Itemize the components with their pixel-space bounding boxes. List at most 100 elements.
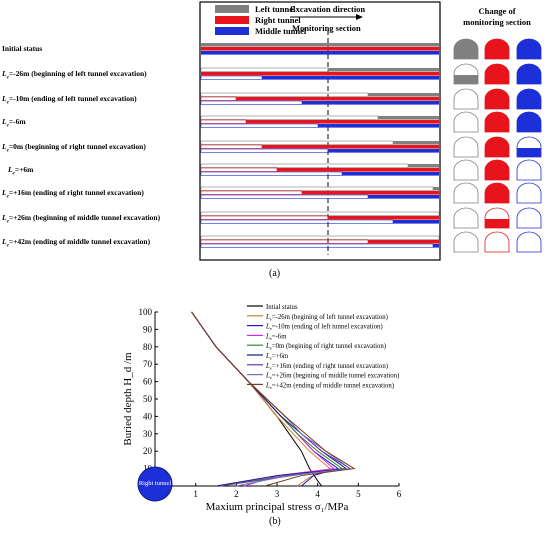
bar-left-tunnel — [433, 187, 439, 191]
middle-tunnel-section-icon — [516, 159, 542, 181]
right-tunnel-section-icon — [484, 136, 510, 158]
bar-right-tunnel-excavated — [200, 215, 329, 220]
bar-left-tunnel — [408, 164, 439, 168]
legend-label: Le=-6m — [265, 333, 287, 341]
caption-a: (a) — [269, 268, 281, 279]
middle-tunnel-section-icon — [516, 38, 542, 60]
bar-left-tunnel-excavated — [200, 163, 409, 168]
bar-middle-tunnel — [201, 51, 439, 55]
right-tunnel-section-icon — [484, 88, 510, 110]
right-tunnel-section-icon — [484, 231, 510, 253]
legend-label: Intial status — [266, 304, 298, 311]
series-line — [191, 311, 323, 487]
bar-right-tunnel-excavated — [200, 239, 369, 244]
left-tunnel-section-icon — [453, 38, 479, 60]
bar-middle-tunnel — [328, 149, 439, 153]
monitoring-section-label: Monitoring section — [292, 23, 361, 33]
y-tick-label: 90 — [143, 324, 153, 334]
bar-right-tunnel-excavated — [200, 144, 263, 149]
bar-middle-tunnel — [342, 172, 439, 176]
row-label-text: =-6m — [8, 117, 26, 126]
row-label-text: =+6m — [14, 165, 34, 174]
row-label: Le=-10m (ending of left tunnel excavatio… — [2, 94, 137, 106]
middle-tunnel-section-icon — [516, 207, 542, 229]
stress-depth-chart: 01234560102030405060708090100Maxium prin… — [122, 304, 402, 513]
bar-middle-tunnel — [318, 124, 439, 128]
left-tunnel-section-icon — [453, 159, 479, 181]
bar-left-tunnel — [201, 43, 439, 47]
row-label: Le=+26m (beginning of middle tunnel exca… — [2, 213, 160, 225]
left-tunnel-section-icon — [453, 182, 479, 204]
bar-middle-tunnel — [368, 195, 439, 199]
row-label: Le=+16m (ending of right tunnel excavati… — [2, 188, 144, 200]
legend-label-left: Left tunnel — [255, 4, 296, 14]
bar-left-tunnel-excavated — [200, 186, 434, 191]
middle-tunnel-section-icon — [516, 182, 542, 204]
bar-right-tunnel-excavated — [200, 190, 303, 195]
bar-middle-tunnel-excavated — [200, 148, 329, 153]
row-label-text: =-26m (beginning of left tunnel excavati… — [8, 69, 147, 78]
bar-middle-tunnel — [433, 244, 439, 248]
legend-label: Le=0m (begining of right tunnel excavati… — [265, 343, 386, 351]
y-axis-label: Buried depth H_d /m — [122, 352, 134, 446]
bar-left-tunnel-excavated — [200, 140, 394, 145]
legend-label-right: Right tunnel — [255, 15, 301, 25]
bar-right-tunnel — [201, 72, 439, 76]
bar-left-tunnel-excavated — [200, 67, 329, 72]
row-label-text: Initial status — [2, 44, 43, 53]
bar-right-tunnel — [328, 216, 439, 220]
series-line — [191, 311, 331, 487]
x-tick-label: 4 — [315, 489, 320, 499]
legend-swatch-right — [215, 16, 249, 24]
left-tunnel-section-icon — [453, 207, 479, 229]
row-label-var: Le — [2, 213, 9, 225]
y-tick-label: 40 — [143, 411, 153, 421]
left-tunnel-section-icon — [453, 63, 479, 85]
legend-label-middle: Middle tunnel — [255, 26, 307, 36]
bar-middle-tunnel-excavated — [200, 219, 394, 224]
middle-tunnel-section-icon — [516, 136, 542, 158]
right-tunnel-marker: Right tunnel — [137, 466, 173, 502]
arrow-head-icon — [356, 14, 363, 20]
panel-a: Left tunnel Right tunnel Middle tunnel E… — [2, 1, 542, 279]
row-label-var: Le — [2, 237, 9, 249]
excavation-diagram: Left tunnel Right tunnel Middle tunnel E… — [199, 1, 542, 261]
excavation-direction-label: Excavation direction — [290, 4, 365, 14]
row-label-var: Le — [2, 69, 9, 81]
x-tick-label: 6 — [397, 489, 402, 499]
y-tick-label: 100 — [139, 307, 153, 317]
row-label-var: Le — [2, 188, 9, 200]
legend-swatch-middle — [215, 27, 249, 35]
bar-left-tunnel-excavated — [200, 115, 379, 120]
right-tunnel-section-icon — [484, 63, 510, 85]
middle-tunnel-section-icon — [516, 111, 542, 133]
legend-label: Le=+16m (ending of right tunnel excavati… — [265, 363, 388, 371]
bar-middle-tunnel-excavated — [200, 75, 263, 80]
right-tunnel-section-icon — [484, 182, 510, 204]
bar-left-tunnel-excavated — [200, 235, 440, 240]
legend-label: Le=-10m (ending of left tunnel excavatio… — [265, 324, 383, 332]
change-header-line2: monitoring section — [463, 17, 531, 27]
bar-right-tunnel — [201, 47, 439, 51]
diagram-frame — [199, 1, 441, 261]
y-tick-label: 30 — [143, 429, 153, 439]
bar-right-tunnel-excavated — [200, 96, 237, 101]
bar-middle-tunnel-excavated — [200, 171, 343, 176]
bar-right-tunnel — [368, 240, 439, 244]
change-header-line1: Change of — [478, 6, 515, 16]
row-label: Le=-6m — [2, 117, 26, 129]
bar-middle-tunnel-excavated — [200, 123, 319, 128]
legend-label: Le=+42m (ending of middle tunnel excavat… — [265, 382, 394, 390]
bar-middle-tunnel — [302, 101, 439, 105]
row-label-var: Le — [8, 165, 15, 177]
left-tunnel-section-icon — [453, 88, 479, 110]
row-label-text: =+16m (ending of right tunnel excavation… — [8, 188, 144, 197]
x-tick-label: 3 — [275, 489, 280, 499]
row-label-var: Le — [2, 117, 9, 129]
middle-tunnel-section-icon — [516, 231, 542, 253]
row-label: Le=+42m (ending of middle tunnel excavat… — [2, 237, 150, 249]
caption-b: (b) — [269, 516, 281, 527]
left-tunnel-section-icon — [453, 231, 479, 253]
bar-right-tunnel-excavated — [200, 167, 278, 172]
bar-right-tunnel — [236, 97, 439, 101]
